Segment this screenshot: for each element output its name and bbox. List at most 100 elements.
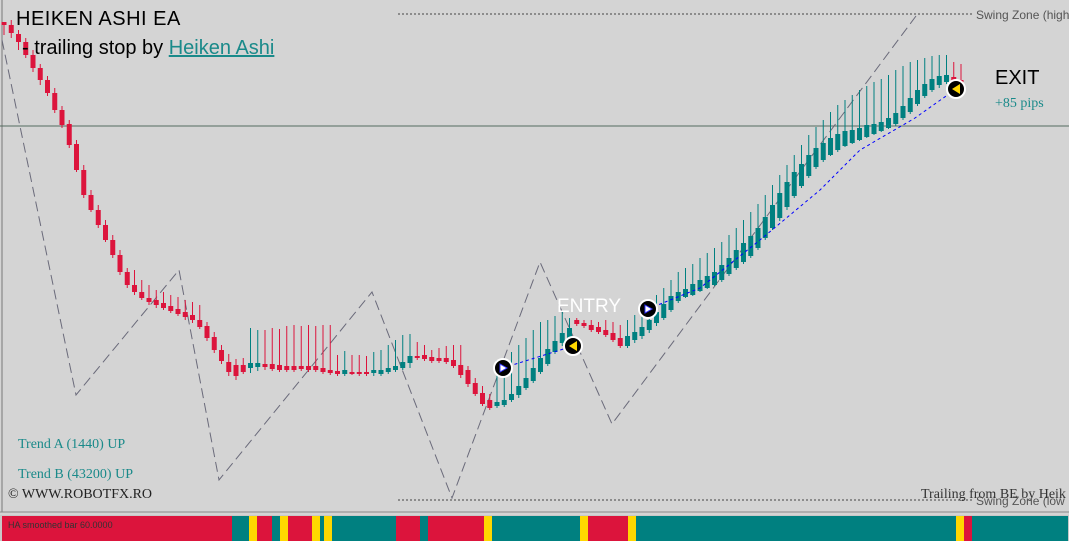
candle-body [219,350,224,361]
candle-body [668,296,674,310]
candle-body [364,372,369,374]
candle-body [269,364,275,369]
candle-body [567,328,572,338]
indicator-label: HA smoothed bar 60.0000 [8,520,113,530]
candle-body [704,276,710,288]
indicator-segment [232,516,249,541]
indicator-segment [964,516,972,541]
candle-body [944,75,949,82]
candle-body [929,79,935,90]
candle-body [523,378,529,388]
candle-body [610,333,616,340]
candle-body [625,336,630,346]
candle-body [262,364,268,367]
candle-body [690,284,696,295]
candle-body [893,113,899,124]
candle-body [103,225,108,240]
candle-body [23,42,29,55]
candle-body [327,370,333,373]
candle-body [88,195,94,210]
candle-body [66,124,72,145]
candle-body [1,22,7,25]
candle-body [472,383,478,394]
subtitle-prefix: - trailing stop by [22,37,169,59]
candle-body [37,68,43,80]
candle-body [878,122,884,131]
candle-body [211,337,217,350]
candle-body [552,341,558,352]
candle-body [153,300,159,305]
candle-body [16,34,21,42]
candle-body [313,366,319,370]
candle-body [335,371,340,374]
buy-arrow-icon [644,304,654,314]
candle-body [349,372,355,374]
candle-body [617,338,623,346]
exit-label: EXIT [995,67,1040,89]
candle-body [639,327,645,336]
ea-title: HEIKEN ASHI EA [16,8,181,30]
indicator-segment [636,516,956,541]
sell-arrow-icon [952,84,960,94]
indicator-segment [257,516,272,541]
candle-body [748,236,754,256]
heiken-ashi-link[interactable]: Heiken Ashi [168,37,275,59]
candle-body [255,363,261,367]
candle-body [443,358,449,362]
candle-body [226,362,232,372]
candle-body [240,365,246,372]
ea-subtitle: - trailing stop by Heiken Ashi [22,37,274,60]
candle-body [762,217,768,238]
candle-body [451,360,456,366]
candle-body [74,144,79,170]
candle-body [393,366,398,370]
indicator-segment [420,516,428,541]
entry-label: ENTRY [557,296,622,317]
indicator-segment [288,516,312,541]
trend-a-label: Trend A (1440) UP [18,437,126,452]
candle-body [284,366,290,370]
candle-body [306,366,311,370]
candle-body [407,356,413,363]
candle-body [298,366,304,369]
candle-body [146,298,152,302]
indicator-segment [332,516,396,541]
candle-body [632,332,638,340]
candle-body [487,400,493,408]
candle-body [52,93,58,110]
candle-body [233,365,239,376]
candle-body [429,357,435,361]
indicator-segment [956,516,964,541]
indicator-segment [2,516,232,541]
candle-body [697,280,703,291]
candle-body [465,370,471,384]
indicator-segment [272,516,280,541]
candle-body [117,255,123,272]
candle-body [603,330,609,335]
candle-body [277,365,282,370]
buy-arrow-icon [499,363,509,373]
candle-body [30,55,36,68]
indicator-segment [628,516,636,541]
candle-body [400,362,406,368]
candle-body [719,265,725,280]
pips-label: +85 pips [995,96,1044,111]
candle-body [8,25,14,33]
candle-body [538,358,543,372]
candle-body [320,368,326,372]
candle-body [683,289,688,297]
candle-body [182,312,188,317]
indicator-segment [588,516,628,541]
candle-body [864,125,870,137]
indicator-segment [324,516,332,541]
candle-body [871,124,877,134]
candle-body [371,370,377,373]
candle-body [784,182,790,207]
indicator-segment [484,516,492,541]
trailing-stop-line-2 [647,88,957,310]
candle-body [168,306,174,311]
candle-body [132,285,137,292]
candle-body [161,303,166,308]
candle-body [248,363,253,368]
candle-body [516,386,522,395]
